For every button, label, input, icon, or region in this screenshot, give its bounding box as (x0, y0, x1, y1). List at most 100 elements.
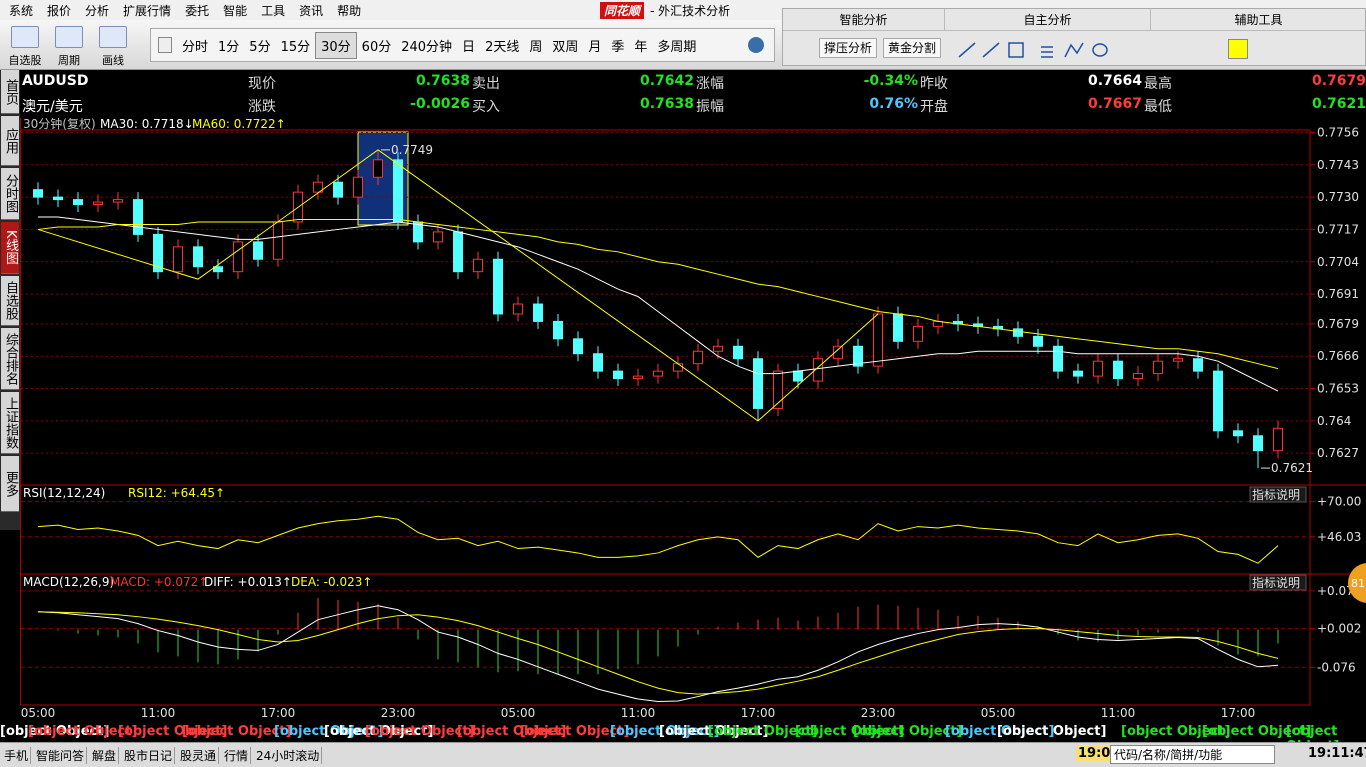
status-bar: 手机 智能问答 解盘 股市日记 股灵通 行情 24小时滚动 19:0 代码/名称/简拼/功能 19… (0, 742, 1366, 767)
candle-body (673, 363, 683, 372)
period-button[interactable]: 240分钟 (401, 39, 453, 55)
menu-item[interactable]: 资讯 (299, 3, 324, 18)
candle-body (133, 199, 143, 235)
menu-item[interactable]: 委托 (185, 3, 210, 18)
status-tab[interactable]: 股灵通 (178, 747, 220, 764)
quote-value: 0.7638 (415, 73, 470, 89)
status-tab[interactable]: 手机 (2, 747, 32, 764)
period-button[interactable]: 分时 (182, 39, 209, 55)
period-button[interactable]: 2天线 (485, 39, 520, 55)
candle-body (1093, 360, 1103, 377)
status-tab[interactable]: 行情 (222, 747, 252, 764)
side-tab[interactable]: 分时图 (1, 168, 19, 220)
side-tab[interactable]: 综合排名 (1, 328, 19, 390)
candle-body (633, 375, 643, 380)
period-button[interactable]: 周 (529, 39, 543, 55)
y-tick-label: +70.00 (1317, 495, 1361, 509)
menu-item[interactable]: 智能 (223, 3, 248, 18)
period-button[interactable]: 15分 (280, 39, 311, 55)
x-tick-label: 23:00 (381, 706, 416, 720)
quote-value: 0.7667 (1087, 96, 1142, 112)
side-tab[interactable]: 自选股 (1, 276, 19, 326)
candle-body (153, 233, 163, 273)
scroll-handle[interactable] (158, 37, 172, 53)
side-tab[interactable]: 更多 (1, 456, 19, 512)
menu-item[interactable]: 扩展行情 (123, 3, 172, 18)
status-tab[interactable]: 解盘 (90, 747, 120, 764)
side-tab[interactable]: 上证指数 (1, 392, 19, 454)
candle-body (773, 370, 783, 409)
period-button[interactable]: 日 (462, 39, 476, 55)
period-button[interactable]: 双周 (552, 39, 579, 55)
period-button[interactable]: 月 (588, 39, 602, 55)
quote-label: 卖出 (472, 76, 500, 92)
color-swatch[interactable] (1228, 39, 1248, 59)
close-icon[interactable] (1303, 39, 1317, 57)
candle-body (273, 221, 283, 260)
period-button[interactable]: 5分 (249, 39, 271, 55)
panel-button[interactable]: 黄金分割 (883, 38, 942, 58)
menu-item[interactable]: 报价 (47, 3, 72, 18)
x-tick-label: 11:00 (141, 706, 176, 720)
side-tab[interactable]: 应用 (1, 116, 19, 166)
side-tab[interactable]: K线图 (1, 222, 19, 274)
macd-label: DEA: -0.023↑ (291, 575, 372, 589)
candle-body (833, 345, 843, 360)
side-tab[interactable]: 首页 (1, 70, 19, 114)
side-tabs: 首页 应用分时图 K线图自选股综合排名上证指数更多 (0, 70, 20, 530)
draw-tool-icon[interactable] (783, 9, 1366, 67)
tool-label: 自选股 (8, 54, 42, 67)
quote-value: 0.7642 (639, 73, 694, 89)
status-tab[interactable]: 股市日记 (122, 747, 176, 764)
search-box[interactable]: 代码/名称/简拼/功能 (1110, 745, 1275, 764)
ticker-item: [object Object] (659, 724, 769, 739)
period-button[interactable]: 多周期 (657, 39, 697, 55)
status-tab[interactable]: 24小时滚动 (254, 747, 323, 764)
quote-label: 昨收 (920, 76, 948, 92)
tool-button[interactable]: 周期 (48, 24, 90, 67)
settings-icon[interactable] (748, 37, 764, 53)
ticker-item: [object Object] (182, 724, 292, 739)
rsi-line (37, 515, 1279, 564)
x-tick-label: 11:00 (621, 706, 656, 720)
tool-button[interactable]: 画线 (92, 24, 134, 67)
candle-body (693, 350, 703, 365)
ticker-item: [object Object] (118, 724, 228, 739)
period-button[interactable]: 60分 (361, 39, 392, 55)
menu-item[interactable]: 帮助 (337, 3, 362, 18)
period-button[interactable]: 1分 (218, 39, 240, 55)
draw-tool-icon[interactable] (783, 9, 1366, 67)
status-tab[interactable]: 智能问答 (34, 747, 88, 764)
tool-button[interactable]: 自选股 (4, 24, 46, 67)
candle-body (193, 246, 203, 268)
icon-shape (1064, 42, 1084, 58)
period-button[interactable]: 30分 (315, 31, 357, 59)
menu-item[interactable]: 工具 (261, 3, 286, 18)
diff-line (37, 605, 1279, 703)
menu-item[interactable]: 系统 (9, 3, 34, 18)
candle-body (513, 303, 523, 315)
candle-body (713, 345, 723, 352)
candle-body (253, 241, 263, 260)
x-tick-label: 05:00 (501, 706, 536, 720)
period-button[interactable]: 季 (611, 39, 625, 55)
tool-icon (55, 26, 83, 48)
candle-body (73, 199, 83, 206)
draw-tool-icon[interactable] (783, 9, 1366, 67)
candle-body (173, 246, 183, 273)
ma-line (37, 218, 1279, 370)
indicator-button (1249, 574, 1307, 591)
panel-button[interactable]: 撑压分析 (819, 38, 878, 58)
draw-tool-icon[interactable] (783, 9, 1366, 67)
rsi-label: RSI12: +64.45↑ (128, 486, 225, 500)
period-button[interactable]: 年 (634, 39, 648, 55)
quote-panel: AUDUSD 澳元/美元 现价 0.7638 卖出 0.7642 涨幅 -0.34% 昨收 0… (20, 70, 1366, 118)
menu-item[interactable]: 分析 (85, 3, 110, 18)
draw-tool-icon[interactable] (783, 9, 1366, 67)
y-tick-label: 0.7743 (1317, 158, 1359, 172)
candle-body (1213, 370, 1223, 432)
candle-body (1033, 335, 1043, 347)
y-tick-label: 0.7627 (1317, 446, 1359, 460)
draw-tool-icon[interactable] (783, 9, 1366, 67)
